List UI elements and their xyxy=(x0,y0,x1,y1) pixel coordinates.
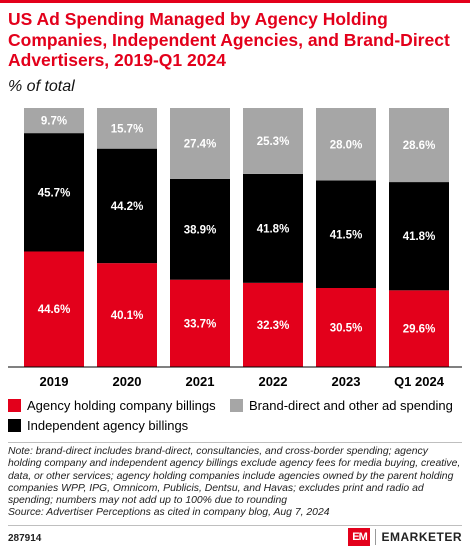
chart-subtitle: % of total xyxy=(8,78,75,95)
legend-swatch-agency-holding xyxy=(8,399,21,412)
top-accent-rule xyxy=(0,0,470,3)
legend-item-independent: Independent agency billings xyxy=(8,418,188,433)
data-label-independent-agency-billings-2020: 44.2% xyxy=(111,201,144,213)
bar-brand-direct-and-other-ad-spending-2023 xyxy=(316,108,376,181)
x-tick-label-2020: 2020 xyxy=(113,374,142,389)
data-label-brand-direct-and-other-ad-spending-2022: 25.3% xyxy=(257,136,290,148)
source-text: Source: Advertiser Perceptions as cited … xyxy=(8,507,330,519)
data-label-agency-holding-company-billings-2019: 44.6% xyxy=(38,304,71,316)
bar-independent-agency-billings-2022 xyxy=(243,173,303,283)
legend-label-brand-direct: Brand-direct and other ad spending xyxy=(249,398,453,413)
bar-agency-holding-company-billings-2020 xyxy=(97,263,157,367)
data-label-independent-agency-billings-2019: 45.7% xyxy=(38,187,71,199)
x-tick-label-2023: 2023 xyxy=(332,374,361,389)
bar-brand-direct-and-other-ad-spending-2020 xyxy=(97,108,157,149)
chart-id: 287914 xyxy=(8,533,42,544)
bar-independent-agency-billings-2020 xyxy=(97,148,157,264)
bar-independent-agency-billings-2019 xyxy=(24,133,84,252)
x-tick-label-2022: 2022 xyxy=(259,374,288,389)
bar-brand-direct-and-other-ad-spending-2019 xyxy=(24,108,84,134)
bar-brand-direct-and-other-ad-spending-2022 xyxy=(243,108,303,174)
data-label-agency-holding-company-billings-2023: 30.5% xyxy=(330,323,363,335)
bar-brand-direct-and-other-ad-spending-2021 xyxy=(170,108,230,179)
data-label-independent-agency-billings-q1-2024: 41.8% xyxy=(403,231,436,243)
legend-swatch-independent xyxy=(8,419,21,432)
data-label-brand-direct-and-other-ad-spending-2019: 9.7% xyxy=(41,116,67,128)
legend-label-independent: Independent agency billings xyxy=(27,418,189,433)
brand-mark: EM xyxy=(348,528,371,546)
bars-layer: 44.6% 45.7% 9.7% 40.1% 44.2% 15.7% 33.7% 38.9% 2… xyxy=(24,108,449,367)
data-label-agency-holding-company-billings-2022: 32.3% xyxy=(257,320,290,332)
x-tick-label-q1-2024: Q1 2024 xyxy=(394,374,445,389)
x-tick-label-2021: 2021 xyxy=(186,374,215,389)
bar-independent-agency-billings-q1-2024 xyxy=(389,182,449,291)
bar-agency-holding-company-billings-2022 xyxy=(243,282,303,367)
data-label-agency-holding-company-billings-2020: 40.1% xyxy=(111,310,144,322)
bar-brand-direct-and-other-ad-spending-q1-2024 xyxy=(389,108,449,183)
data-label-brand-direct-and-other-ad-spending-2021: 27.4% xyxy=(184,138,217,150)
legend-label-agency-holding: Agency holding company billings xyxy=(27,398,216,413)
data-label-brand-direct-and-other-ad-spending-2023: 28.0% xyxy=(330,139,363,151)
chart-title: US Ad Spending Managed by Agency Holding… xyxy=(8,9,450,70)
brand-name: EMARKETER xyxy=(381,530,462,544)
bar-independent-agency-billings-2023 xyxy=(316,180,376,289)
data-label-brand-direct-and-other-ad-spending-2020: 15.7% xyxy=(111,123,144,135)
data-label-independent-agency-billings-2021: 38.9% xyxy=(184,224,217,236)
bar-agency-holding-company-billings-2019 xyxy=(24,251,84,367)
legend-item-brand-direct: Brand-direct and other ad spending xyxy=(230,398,453,413)
data-label-agency-holding-company-billings-2021: 33.7% xyxy=(184,318,217,330)
data-label-independent-agency-billings-2022: 41.8% xyxy=(257,223,290,235)
data-label-brand-direct-and-other-ad-spending-q1-2024: 28.6% xyxy=(403,140,436,152)
footer-divider xyxy=(8,525,462,526)
data-label-independent-agency-billings-2023: 41.5% xyxy=(330,229,363,241)
note-text: Note: brand-direct includes brand-direct… xyxy=(8,446,461,507)
bar-agency-holding-company-billings-2021 xyxy=(170,279,230,367)
note-divider xyxy=(8,442,462,443)
bar-independent-agency-billings-2021 xyxy=(170,178,230,280)
legend-item-agency-holding: Agency holding company billings xyxy=(8,398,216,413)
bar-agency-holding-company-billings-q1-2024 xyxy=(389,290,449,367)
legend-swatch-brand-direct xyxy=(230,399,243,412)
data-label-agency-holding-company-billings-q1-2024: 29.6% xyxy=(403,324,436,336)
chart-note: Note: brand-direct includes brand-direct… xyxy=(8,446,464,520)
brand-logo: EM EMARKETER xyxy=(348,528,462,546)
bar-agency-holding-company-billings-2023 xyxy=(316,288,376,367)
brand-separator xyxy=(375,529,377,545)
x-tick-labels: 2019 2020 2021 2022 2023 Q1 2024 xyxy=(40,374,445,389)
x-tick-label-2019: 2019 xyxy=(40,374,69,389)
